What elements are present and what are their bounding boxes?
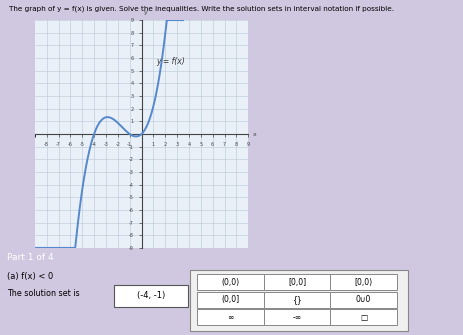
Text: (0,0]: (0,0] bbox=[221, 295, 239, 304]
FancyBboxPatch shape bbox=[197, 274, 263, 290]
FancyBboxPatch shape bbox=[197, 309, 263, 325]
FancyBboxPatch shape bbox=[190, 270, 407, 331]
Text: (-4, -1): (-4, -1) bbox=[137, 291, 164, 300]
Text: (a) f(x) < 0: (a) f(x) < 0 bbox=[7, 272, 53, 281]
Text: 0∪0: 0∪0 bbox=[355, 295, 370, 304]
FancyBboxPatch shape bbox=[263, 274, 330, 290]
Text: y = f(x): y = f(x) bbox=[156, 57, 184, 66]
FancyBboxPatch shape bbox=[113, 285, 188, 307]
Text: [0,0]: [0,0] bbox=[287, 278, 306, 287]
FancyBboxPatch shape bbox=[330, 274, 396, 290]
Text: ∞: ∞ bbox=[227, 313, 233, 322]
Text: x: x bbox=[252, 132, 256, 136]
Text: y: y bbox=[144, 10, 147, 15]
FancyBboxPatch shape bbox=[330, 292, 396, 308]
FancyBboxPatch shape bbox=[330, 309, 396, 325]
Text: -∞: -∞ bbox=[292, 313, 301, 322]
Text: {}: {} bbox=[291, 295, 301, 304]
Text: (0,0): (0,0) bbox=[221, 278, 239, 287]
Text: The graph of y = f(x) is given. Solve the inequalities. Write the solution sets : The graph of y = f(x) is given. Solve th… bbox=[9, 5, 394, 11]
Text: [0,0): [0,0) bbox=[354, 278, 372, 287]
Text: □: □ bbox=[359, 313, 366, 322]
FancyBboxPatch shape bbox=[263, 309, 330, 325]
FancyBboxPatch shape bbox=[263, 292, 330, 308]
FancyBboxPatch shape bbox=[197, 292, 263, 308]
Text: The solution set is: The solution set is bbox=[7, 289, 80, 298]
Text: Part 1 of 4: Part 1 of 4 bbox=[7, 253, 53, 262]
